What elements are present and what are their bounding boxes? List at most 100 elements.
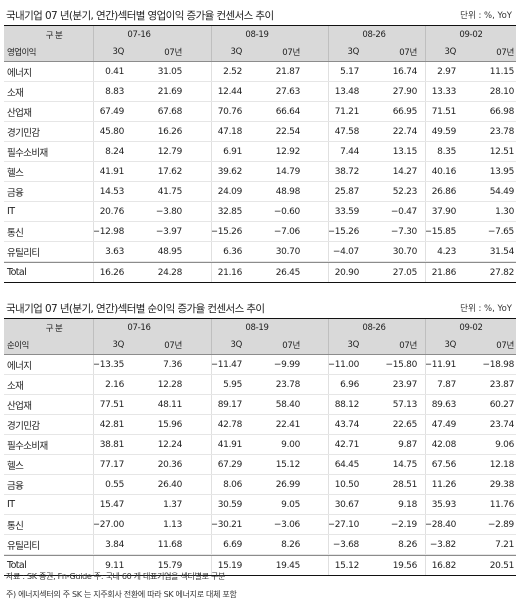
- table-cell: 25.87: [334, 186, 360, 197]
- row-label: 필수소비재: [7, 440, 48, 452]
- table-cell: 8.06: [223, 479, 242, 490]
- table-row: 금융 14.53 41.75 24.09 48.98 25.87 52.23 26.86 54.…: [4, 182, 516, 202]
- row-label: IT: [7, 206, 15, 217]
- table-cell: 11.76: [489, 499, 515, 510]
- column-separator: [425, 495, 426, 514]
- table-cell: 67.49: [99, 106, 125, 117]
- source-note: 자료 : SK 증권, Fn-Guide 주: 국내 60 개 대표기업을 섹터…: [6, 572, 226, 581]
- footnotes: 자료 : SK 증권, Fn-Guide 주: 국내 60 개 대표기업을 섹터…: [6, 568, 237, 604]
- table-cell: 12.51: [489, 146, 515, 157]
- row-label: 헬스: [7, 460, 24, 472]
- column-separator: [211, 162, 212, 181]
- row-label: 필수소비재: [7, 147, 48, 159]
- column-separator: [211, 26, 212, 43]
- table-row: 유틸리티 3.84 11.68 6.69 8.26 −3.68 8.26 −3.82 7.21: [4, 535, 516, 555]
- table-cell: 48.98: [275, 186, 301, 197]
- table-cell: −0.60: [273, 206, 300, 217]
- table-cell: 67.29: [217, 459, 243, 470]
- date-header: 08-19: [245, 29, 269, 40]
- table-cell: 40.16: [431, 166, 457, 177]
- column-separator: [328, 26, 329, 43]
- date-header: 09-02: [459, 322, 483, 333]
- column-separator: [93, 82, 94, 101]
- period-header-07: 07년: [164, 341, 182, 351]
- table-cell: −18.98: [482, 359, 514, 370]
- table-cell: 47.18: [217, 126, 243, 137]
- column-separator: [93, 355, 94, 374]
- table-cell: 15.47: [99, 499, 125, 510]
- column-separator: [328, 515, 329, 534]
- table-cell: 9.18: [398, 499, 417, 510]
- table-cell: 14.75: [392, 459, 418, 470]
- date-header: 09-02: [459, 29, 483, 40]
- column-separator: [328, 43, 329, 61]
- column-separator: [211, 515, 212, 534]
- column-separator: [93, 202, 94, 221]
- table-cell: 41.91: [99, 166, 125, 177]
- table-cell: 7.36: [163, 359, 182, 370]
- row-label: 헬스: [7, 167, 24, 179]
- column-separator: [211, 122, 212, 141]
- table-cell: 15.12: [334, 560, 360, 571]
- table-cell: −0.47: [390, 206, 417, 217]
- column-separator: [425, 355, 426, 374]
- table-cell: −15.85: [424, 226, 456, 237]
- table-cell: 88.12: [334, 399, 360, 410]
- table-cell: 27.05: [392, 267, 418, 278]
- date-header: 07-16: [127, 322, 151, 333]
- column-separator: [425, 263, 426, 282]
- table-cell: 13.33: [431, 86, 457, 97]
- period-header-07: 07년: [399, 48, 417, 58]
- period-header-07: 07년: [164, 48, 182, 58]
- table-cell: 17.62: [157, 166, 183, 177]
- table-cell: 33.59: [334, 206, 360, 217]
- row-label: 소재: [7, 380, 24, 392]
- period-header-3q: 3Q: [444, 340, 457, 350]
- table-cell: 16.26: [99, 267, 125, 278]
- column-separator: [211, 102, 212, 121]
- operating-profit-table: 구 분 07-16 08-19 08-26 09-02 영업이익 3Q 07년 3Q 07년 3Q 0…: [4, 25, 516, 283]
- table-cell: 48.11: [157, 399, 183, 410]
- column-separator: [93, 162, 94, 181]
- column-separator: [425, 26, 426, 43]
- row-label: 유틸리티: [7, 540, 40, 552]
- table-cell: 66.64: [275, 106, 301, 117]
- column-separator: [211, 455, 212, 474]
- table-cell: 66.98: [489, 106, 515, 117]
- table-cell: 26.99: [275, 479, 301, 490]
- row-label: 에너지: [7, 67, 32, 79]
- table-cell: 32.85: [217, 206, 243, 217]
- table-cell: 5.17: [340, 66, 359, 77]
- column-separator: [93, 62, 94, 81]
- period-header-3q: 3Q: [230, 340, 243, 350]
- period-header-07: 07년: [282, 341, 300, 351]
- row-label: 산업재: [7, 400, 32, 412]
- table-row: 경기민감 42.81 15.96 42.78 22.41 43.74 22.65 47.49 2…: [4, 415, 516, 435]
- table-row: 헬스 77.17 20.36 67.29 15.12 64.45 14.75 67.56 12.…: [4, 455, 516, 475]
- header-row-periods: 순이익 3Q 07년 3Q 07년 3Q 07년 3Q 07년: [4, 336, 516, 355]
- column-separator: [211, 242, 212, 261]
- column-separator: [425, 43, 426, 61]
- table-cell: 23.78: [275, 379, 301, 390]
- table-cell: −27.00: [92, 519, 124, 530]
- period-header-3q: 3Q: [347, 47, 360, 57]
- table-cell: 16.82: [431, 560, 457, 571]
- column-separator: [425, 222, 426, 241]
- table-cell: −15.80: [385, 359, 417, 370]
- column-separator: [93, 415, 94, 434]
- table-cell: 8.83: [105, 86, 124, 97]
- column-separator: [93, 182, 94, 201]
- column-separator: [211, 355, 212, 374]
- table-cell: 7.44: [340, 146, 359, 157]
- header-row-periods: 영업이익 3Q 07년 3Q 07년 3Q 07년 3Q 07년: [4, 43, 516, 62]
- column-separator: [328, 319, 329, 336]
- column-separator: [328, 556, 329, 575]
- column-separator: [425, 336, 426, 354]
- date-header: 08-26: [362, 29, 386, 40]
- table-cell: 6.91: [223, 146, 242, 157]
- column-separator: [211, 222, 212, 241]
- net-income-table: 구 분 07-16 08-19 08-26 09-02 순이익 3Q 07년 3Q 07년 3Q 07…: [4, 318, 516, 576]
- table-cell: 67.68: [157, 106, 183, 117]
- column-separator: [211, 336, 212, 354]
- period-header-3q: 3Q: [444, 47, 457, 57]
